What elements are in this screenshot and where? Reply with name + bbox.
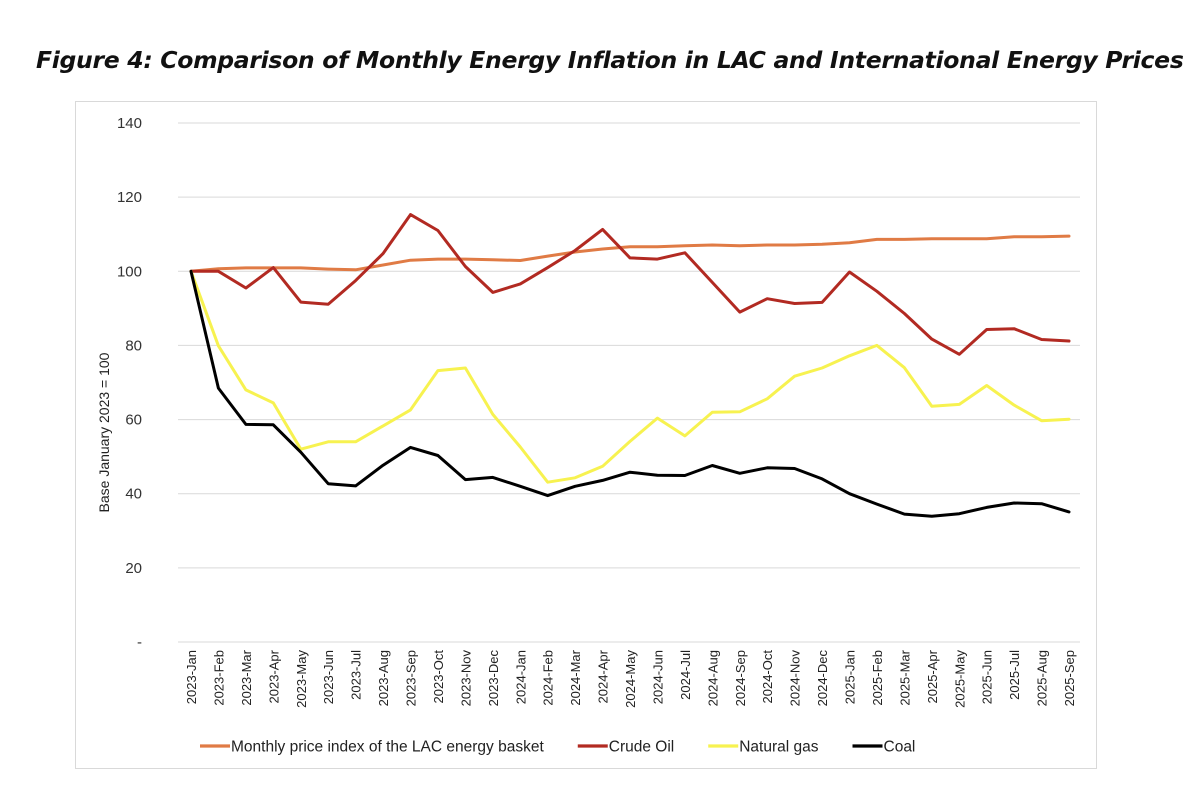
x-tick-label: 2023-Jun <box>321 650 336 704</box>
series-line-coal <box>189 269 1071 518</box>
y-tick-label: 20 <box>125 560 142 577</box>
x-tick-label: 2024-Mar <box>568 649 583 705</box>
y-tick-label: 100 <box>117 263 142 280</box>
series-line-monthly-price-index-of-the-lac-energy-basket <box>189 234 1071 273</box>
x-tick-label: 2024-Nov <box>788 650 803 707</box>
legend-label: Crude Oil <box>609 739 674 756</box>
x-tick-label: 2025-Jun <box>980 650 995 704</box>
x-tick-label: 2025-Aug <box>1035 650 1050 706</box>
x-tick-label: 2024-Aug <box>705 650 720 706</box>
series-lines <box>189 213 1071 518</box>
x-tick-label: 2024-Oct <box>760 650 775 704</box>
x-tick-label: 2023-Sep <box>404 650 419 706</box>
figure-title: Figure 4: Comparison of Monthly Energy I… <box>36 46 1184 74</box>
legend-item: Crude Oil <box>577 739 674 756</box>
x-tick-label: 2023-Jul <box>349 650 364 700</box>
legend-label: Monthly price index of the LAC energy ba… <box>231 739 544 756</box>
x-axis-ticks: 2023-Jan 2023-Feb 2023-Mar 2023-Apr 2023-May… <box>184 649 1077 707</box>
x-tick-label: 2025-Jan <box>843 650 858 704</box>
x-tick-label: 2023-Feb <box>211 650 226 706</box>
y-tick-label: 140 <box>117 115 142 132</box>
x-tick-label: 2025-Sep <box>1062 650 1077 706</box>
legend-label: Coal <box>884 739 916 756</box>
y-tick-label: 60 <box>125 412 142 429</box>
x-tick-label: 2023-Aug <box>376 650 391 706</box>
x-tick-label: 2023-Nov <box>458 650 473 707</box>
legend-item: Monthly price index of the LAC energy ba… <box>200 739 544 756</box>
y-axis-ticks: - 20 40 60 80 100 120 140 <box>117 115 142 651</box>
series-line-crude-oil <box>189 213 1071 356</box>
x-tick-label: 2025-Jul <box>1007 650 1022 700</box>
legend-item: Natural gas <box>708 739 819 756</box>
x-tick-label: 2023-Apr <box>266 649 281 703</box>
x-tick-label: 2024-Jan <box>513 650 528 704</box>
x-tick-label: 2024-Dec <box>815 650 830 707</box>
series-line-natural-gas <box>189 269 1071 484</box>
chart-frame: -20 40 60 80 100 120 140 2023-Jan 2023-Feb 2023-… <box>75 101 1097 769</box>
legend-label: Natural gas <box>739 739 819 756</box>
x-tick-label: 2023-Oct <box>431 650 446 704</box>
x-tick-label: 2024-Jul <box>678 650 693 700</box>
x-tick-label: 2023-Jan <box>184 650 199 704</box>
x-tick-label: 2024-Sep <box>733 650 748 706</box>
gridlines <box>178 122 1080 643</box>
x-tick-label: 2025-May <box>952 650 967 708</box>
y-tick-label: - <box>137 634 142 651</box>
x-tick-label: 2025-Feb <box>870 650 885 706</box>
legend: Monthly price index of the LAC energy ba… <box>200 739 915 756</box>
x-tick-label: 2025-Apr <box>925 649 940 703</box>
x-tick-label: 2024-May <box>623 650 638 708</box>
x-tick-label: 2025-Mar <box>897 649 912 705</box>
y-tick-label: 80 <box>125 337 142 354</box>
y-tick-label: 120 <box>117 189 142 206</box>
x-tick-label: 2024-Jun <box>650 650 665 704</box>
x-tick-label: 2023-Dec <box>486 650 501 707</box>
legend-item: Coal <box>852 739 916 756</box>
y-tick-label: 40 <box>125 486 142 503</box>
x-tick-label: 2023-Mar <box>239 649 254 705</box>
y-axis-label: Base January 2023 = 100 <box>96 352 112 512</box>
x-tick-label: 2023-May <box>294 650 309 708</box>
x-tick-label: 2024-Feb <box>541 650 556 706</box>
x-tick-label: 2024-Apr <box>596 649 611 703</box>
